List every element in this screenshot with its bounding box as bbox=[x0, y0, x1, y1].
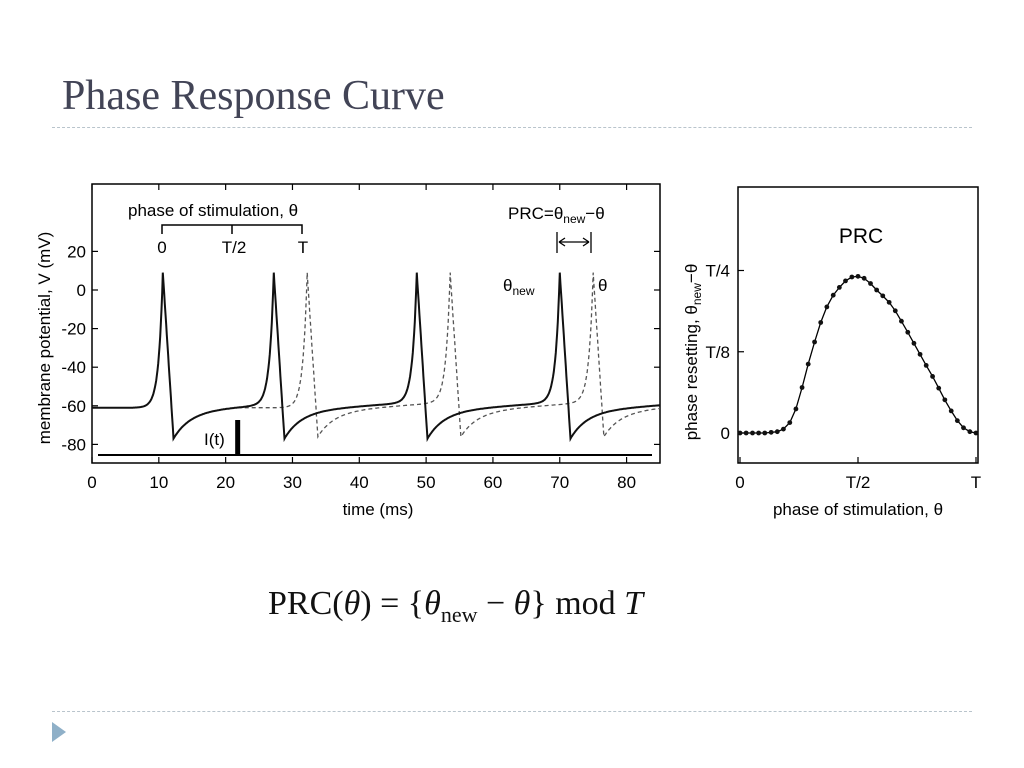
prc-point bbox=[905, 329, 911, 335]
left-y-tick-label: -60 bbox=[61, 397, 86, 416]
prc-point bbox=[954, 418, 960, 424]
prc-point bbox=[805, 361, 811, 367]
prc-point bbox=[781, 426, 786, 432]
left-y-tick-label: -20 bbox=[61, 320, 86, 339]
right-x-axis: 0 T/2 T bbox=[735, 457, 981, 492]
left-y-tick-label: 20 bbox=[67, 242, 86, 261]
stimulus-label: I(t) bbox=[204, 430, 225, 449]
prc-definition-label: PRC=θnew−θ bbox=[508, 204, 605, 226]
prc-point bbox=[886, 299, 892, 305]
left-x-tick-label: 50 bbox=[417, 473, 436, 492]
prc-points bbox=[737, 273, 979, 436]
left-x-tick-label: 0 bbox=[87, 473, 96, 492]
right-x-label: phase of stimulation, θ bbox=[773, 500, 943, 519]
prc-point bbox=[849, 274, 855, 280]
prc-chart: PRC 0 T/2 T 0 T/8 T/4 phase of stimulation, … bbox=[682, 186, 981, 519]
right-x-tick-label: T bbox=[971, 473, 981, 492]
phase-tick-0: 0 bbox=[157, 238, 166, 257]
phase-tick-T: T bbox=[298, 238, 308, 257]
left-x-axis: 0 10 20 30 40 50 60 70 80 bbox=[87, 184, 636, 492]
prc-point bbox=[799, 385, 805, 390]
phase-bracket bbox=[161, 224, 303, 234]
prc-point bbox=[899, 318, 904, 324]
theta-new-label: θnew bbox=[503, 276, 535, 298]
theta-label: θ bbox=[598, 276, 607, 295]
prc-point bbox=[967, 429, 973, 435]
prc-point bbox=[923, 363, 929, 368]
prc-point bbox=[793, 406, 799, 412]
prc-chart-title: PRC bbox=[839, 225, 883, 248]
prc-point bbox=[750, 430, 755, 436]
left-y-label: membrane potential, V (mV) bbox=[35, 232, 54, 445]
left-x-tick-label: 20 bbox=[216, 473, 235, 492]
phase-stimulation-label: phase of stimulation, θ bbox=[128, 201, 298, 220]
left-x-tick-label: 10 bbox=[149, 473, 168, 492]
prc-point bbox=[756, 430, 762, 436]
prc-point bbox=[861, 275, 867, 281]
left-x-tick-label: 40 bbox=[350, 473, 369, 492]
left-y-axis: -80 -60 -40 -20 0 20 bbox=[61, 242, 660, 454]
prc-interval-arrow bbox=[558, 237, 590, 247]
right-y-axis: 0 T/8 T/4 bbox=[705, 262, 744, 443]
prc-point bbox=[762, 430, 768, 436]
prc-point bbox=[868, 281, 873, 286]
prc-point bbox=[843, 278, 848, 284]
prc-point bbox=[973, 430, 979, 436]
prc-point bbox=[787, 420, 793, 425]
right-x-tick-label: T/2 bbox=[846, 473, 871, 492]
title-divider bbox=[52, 127, 972, 128]
slide-title: Phase Response Curve bbox=[62, 73, 445, 119]
footer-divider bbox=[52, 711, 972, 712]
prc-point bbox=[880, 293, 886, 299]
prc-point bbox=[942, 397, 948, 403]
left-x-tick-label: 80 bbox=[617, 473, 636, 492]
left-plot-frame bbox=[91, 183, 661, 464]
prc-point bbox=[743, 430, 749, 436]
right-y-tick-label: 0 bbox=[721, 424, 730, 443]
prc-point bbox=[824, 304, 830, 310]
right-x-tick-label: 0 bbox=[735, 473, 744, 492]
prc-point bbox=[892, 308, 898, 314]
prc-point bbox=[874, 287, 880, 293]
prc-point bbox=[774, 429, 780, 435]
right-y-label: phase resetting, θnew−θ bbox=[682, 264, 704, 441]
right-y-tick-label: T/4 bbox=[705, 262, 730, 281]
phase-tick-half: T/2 bbox=[222, 238, 247, 257]
left-x-label: time (ms) bbox=[343, 500, 414, 519]
left-x-tick-label: 70 bbox=[550, 473, 569, 492]
membrane-potential-chart: 0 10 20 30 40 50 60 70 80 -80 -60 -40 -20 0 20 time (… bbox=[35, 183, 661, 519]
control-trace bbox=[92, 272, 660, 443]
slide-bullet-icon bbox=[52, 722, 66, 742]
prc-point bbox=[948, 408, 954, 414]
prc-curve bbox=[740, 275, 977, 434]
prc-point bbox=[936, 385, 942, 391]
prc-point bbox=[830, 292, 836, 298]
prc-point bbox=[930, 374, 935, 379]
left-y-tick-label: -80 bbox=[61, 435, 86, 454]
prc-point bbox=[961, 425, 966, 431]
left-y-tick-label: -40 bbox=[61, 358, 86, 377]
prc-point bbox=[818, 320, 824, 325]
left-y-tick-label: 0 bbox=[77, 281, 86, 300]
left-x-tick-label: 30 bbox=[283, 473, 302, 492]
prc-formula: PRC(θ) = {θnew − θ} mod T bbox=[268, 585, 644, 627]
prc-point bbox=[911, 340, 917, 346]
prc-point bbox=[812, 339, 817, 345]
left-x-tick-label: 60 bbox=[483, 473, 502, 492]
prc-point bbox=[917, 351, 923, 357]
right-y-tick-label: T/8 bbox=[705, 343, 730, 362]
prc-point bbox=[768, 429, 774, 435]
perturbed-trace bbox=[237, 272, 661, 439]
prc-point bbox=[836, 285, 842, 290]
prc-point bbox=[855, 273, 861, 279]
prc-point bbox=[737, 430, 743, 436]
